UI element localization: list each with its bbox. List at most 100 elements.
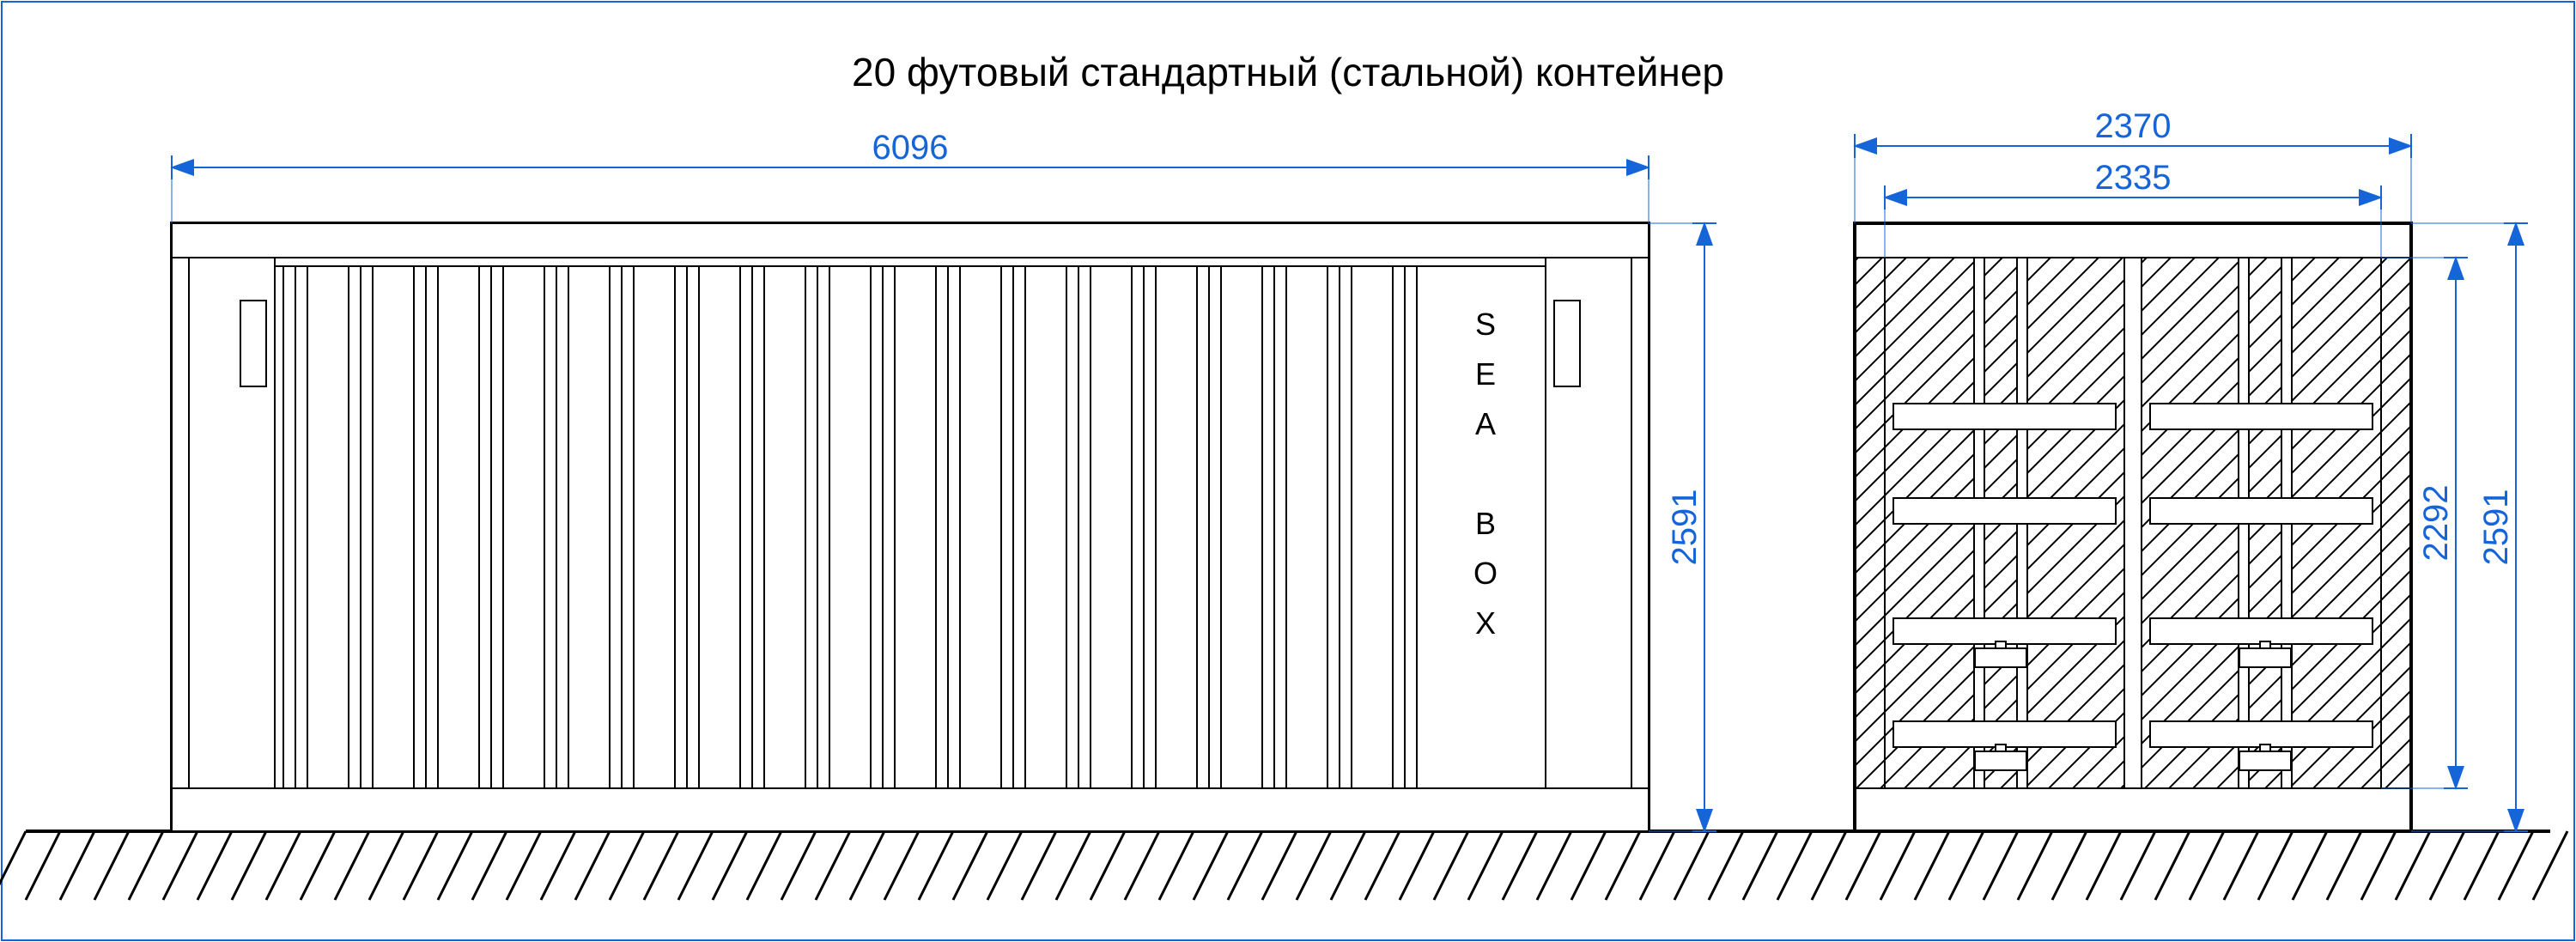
ground-hatch-line: [1468, 831, 1503, 900]
end-brace-right: [2150, 618, 2372, 644]
ground-hatch-line: [1984, 831, 2018, 900]
ground-hatch-line: [541, 831, 575, 900]
ground-hatch-line: [197, 831, 232, 900]
end-brace-left: [1893, 498, 2116, 524]
end-latch: [1975, 648, 2026, 667]
ground-hatch-line: [163, 831, 197, 900]
end-brace-left: [1893, 618, 2116, 644]
end-center-post: [2124, 258, 2142, 788]
dim-end-width-outer-label: 2370: [2095, 107, 2172, 145]
end-latch: [2239, 648, 2291, 667]
ground-hatch-line: [1812, 831, 1846, 900]
ground-hatch-line: [2087, 831, 2121, 900]
ground-hatch-line: [1194, 831, 1228, 900]
ground-hatch-line: [1125, 831, 1159, 900]
ground-hatch-line: [1400, 831, 1434, 900]
ground-hatch-line: [1159, 831, 1194, 900]
ground-hatch-line: [1228, 831, 1262, 900]
end-bottom-rail: [1855, 788, 2411, 831]
seabox-label-char: S: [1475, 307, 1496, 342]
ground-hatch-line: [2293, 831, 2327, 900]
end-latch: [2239, 751, 2291, 770]
dim-side-length-label: 6096: [872, 129, 949, 167]
ground-hatch-line: [713, 831, 747, 900]
end-latch-knob: [2260, 641, 2270, 648]
ground-hatch-line: [816, 831, 850, 900]
ground-hatch-line: [747, 831, 781, 900]
ground-hatch-line: [1743, 831, 1777, 900]
end-brace-right: [2150, 721, 2372, 747]
ground-hatch-line: [1915, 831, 1949, 900]
ground-hatch-line: [610, 831, 644, 900]
side-top-rail: [172, 223, 1649, 258]
ground-hatch-line: [2464, 831, 2499, 900]
ground-hatch-line: [1091, 831, 1125, 900]
ground-hatch-line: [1365, 831, 1400, 900]
seabox-label-char: A: [1475, 406, 1496, 441]
dim-end-width-inner-label: 2335: [2095, 159, 2172, 197]
ground-hatch-line: [404, 831, 438, 900]
ground-hatch-line: [26, 831, 60, 900]
ground-hatch-line: [2121, 831, 2155, 900]
ground-hatch-line: [60, 831, 94, 900]
page-title: 20 футовый стандартный (стальной) контей…: [852, 50, 1724, 94]
ground-hatch-line: [301, 831, 335, 900]
ground-hatch-line: [2499, 831, 2533, 900]
side-view: [172, 223, 1649, 831]
seabox-label-char: B: [1475, 506, 1496, 541]
ground-hatch-line: [232, 831, 266, 900]
ground-hatch-line: [987, 831, 1022, 900]
ground-hatch-line: [2018, 831, 2052, 900]
ground-hatch-line: [2190, 831, 2224, 900]
side-bottom-rail: [172, 788, 1649, 831]
ground-hatch-line: [850, 831, 884, 900]
seabox-label-char: O: [1473, 556, 1498, 591]
end-latch-knob: [1996, 744, 2006, 751]
ground-hatch-line: [781, 831, 816, 900]
ground-hatch-line: [438, 831, 472, 900]
end-brace-right: [2150, 498, 2372, 524]
ground-hatch-line: [2327, 831, 2361, 900]
dim-end-height-inner-label: 2292: [2417, 485, 2455, 562]
ground-hatch-line: [1674, 831, 1709, 900]
ground-hatch-line: [1709, 831, 1743, 900]
ground-hatch-line: [1880, 831, 1915, 900]
dim-end-height-outer-label: 2591: [2477, 489, 2515, 566]
end-view: [1855, 223, 2411, 831]
ground-hatch-line: [1640, 831, 1674, 900]
end-latch: [1975, 751, 2026, 770]
side-post-notch: [1554, 301, 1580, 386]
end-latch-knob: [1996, 641, 2006, 648]
end-brace-left: [1893, 404, 2116, 429]
seabox-label-char: X: [1475, 605, 1496, 641]
ground-hatch-line: [575, 831, 610, 900]
ground-hatch-line: [369, 831, 404, 900]
ground-hatch-line: [1606, 831, 1640, 900]
ground-hatch-line: [884, 831, 919, 900]
ground-hatch-line: [2224, 831, 2258, 900]
ground-hatch-line: [2396, 831, 2430, 900]
ground-hatch-line: [472, 831, 507, 900]
ground-hatch-line: [335, 831, 369, 900]
ground-hatch-line: [1777, 831, 1812, 900]
ground-hatch-line: [2430, 831, 2464, 900]
ground-hatch-line: [1846, 831, 1880, 900]
ground-hatch-line: [919, 831, 953, 900]
ground-hatch-line: [129, 831, 163, 900]
end-latch-knob: [2260, 744, 2270, 751]
ground-hatch-line: [1022, 831, 1056, 900]
ground-hatch-line: [1537, 831, 1571, 900]
ground-hatch-line: [507, 831, 541, 900]
ground-hatch-line: [1949, 831, 1984, 900]
ground-hatch-line: [1262, 831, 1297, 900]
ground-hatch-line: [1331, 831, 1365, 900]
ground-hatch-line: [1434, 831, 1468, 900]
end-brace-right: [2150, 404, 2372, 429]
ground-hatch-line: [1297, 831, 1331, 900]
ground-hatch-line: [1056, 831, 1091, 900]
ground-hatch-line: [2361, 831, 2396, 900]
ground-hatch-line: [1503, 831, 1537, 900]
ground-hatch-line: [94, 831, 129, 900]
side-outer: [172, 223, 1649, 831]
ground-hatch: [0, 831, 2567, 900]
